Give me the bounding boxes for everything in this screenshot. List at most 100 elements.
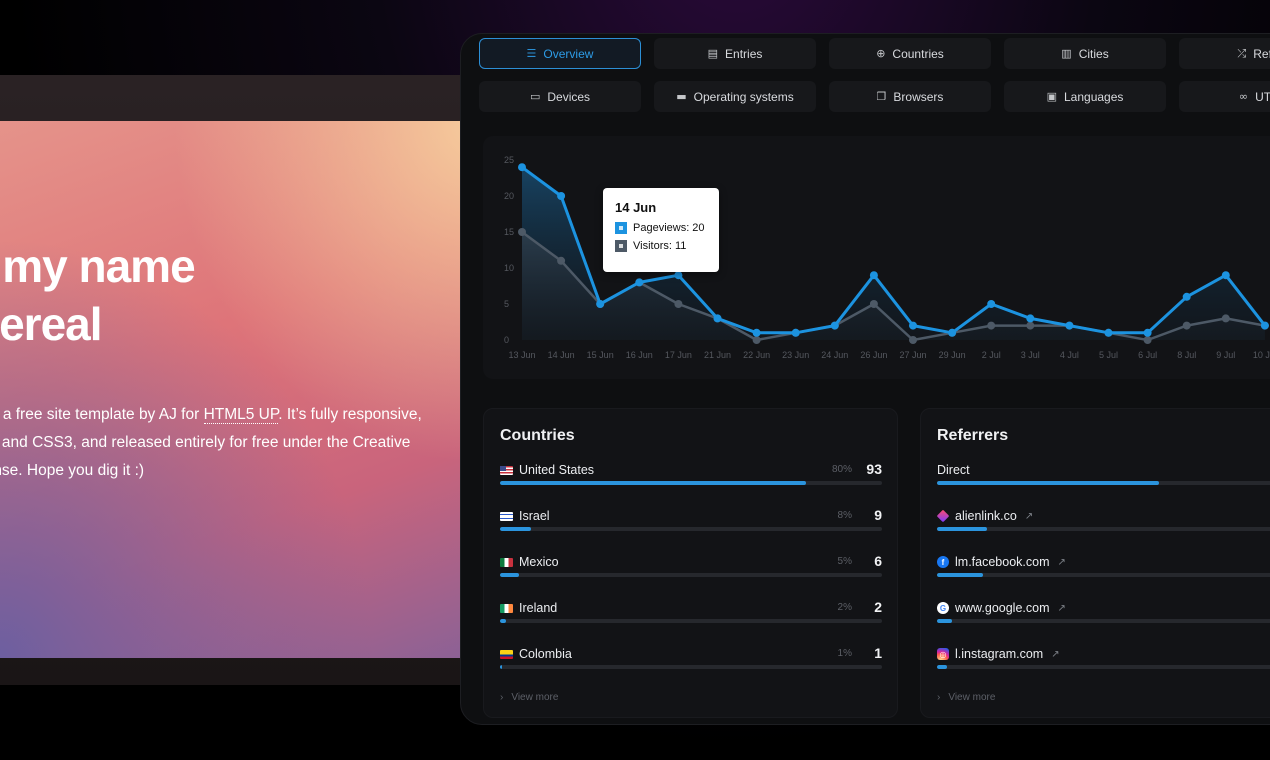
country-bar xyxy=(500,573,882,577)
referrer-name: l.instagram.com xyxy=(955,647,1044,661)
x-tick-label: 9 Jul xyxy=(1216,350,1235,360)
country-row[interactable]: Colombia 1% 1 xyxy=(500,645,882,683)
point-pageviews xyxy=(1143,328,1152,337)
countries-view-more[interactable]: › View more xyxy=(500,692,559,703)
pageviews-swatch xyxy=(615,222,627,234)
series-area-visitors xyxy=(522,232,1265,340)
point-pageviews xyxy=(752,328,761,337)
x-tick-label: 21 Jun xyxy=(704,350,731,360)
country-name: United States xyxy=(519,463,595,477)
country-name: Ireland xyxy=(519,601,558,615)
country-name: Israel xyxy=(519,509,550,523)
chevron-right-icon: › xyxy=(500,692,504,703)
tab-label: Operating systems xyxy=(693,89,794,104)
point-pageviews xyxy=(791,328,800,337)
x-tick-label: 2 Jul xyxy=(982,350,1001,360)
country-count: 6 xyxy=(874,553,882,569)
country-count: 93 xyxy=(866,461,882,477)
tab-browsers[interactable]: ❐ Browsers xyxy=(829,81,991,112)
country-row[interactable]: United States 80% 93 xyxy=(500,461,882,499)
tab-label: UTM xyxy=(1255,89,1270,104)
point-pageviews xyxy=(869,271,878,280)
point-pageviews xyxy=(1026,314,1035,323)
x-tick-label: 23 Jun xyxy=(782,350,809,360)
point-pageviews xyxy=(987,300,996,308)
referrer-row[interactable]: f lm.facebook.com ↗ xyxy=(937,555,1270,591)
html5up-link[interactable]: HTML5 UP xyxy=(203,406,279,424)
referrer-row[interactable]: Direct5 xyxy=(937,463,1270,499)
country-percent: 2% xyxy=(837,602,852,613)
point-visitors xyxy=(752,336,761,344)
tab-entries[interactable]: ▤ Entries xyxy=(654,38,816,69)
point-pageviews xyxy=(1065,321,1074,330)
referrer-name: lm.facebook.com xyxy=(955,555,1050,569)
tab-label: Overview xyxy=(543,46,594,61)
flag-mx-icon xyxy=(500,557,513,567)
point-pageviews xyxy=(948,328,957,337)
point-pageviews xyxy=(518,163,526,172)
point-visitors xyxy=(557,256,566,265)
analytics-dashboard: ☰ Overview ▤ Entries ⊕ Countries ▥ Cities ⤮ Refer… xyxy=(460,33,1270,725)
alienlink-icon xyxy=(936,509,950,523)
y-tick-label: 10 xyxy=(504,263,514,273)
x-tick-label: 29 Jun xyxy=(939,350,966,360)
point-pageviews xyxy=(1104,328,1113,337)
referrer-row[interactable]: ◎ l.instagram.com ↗ xyxy=(937,647,1270,683)
referrer-bar-fill xyxy=(937,527,987,531)
y-tick-label: 20 xyxy=(504,191,514,201)
tab-devices[interactable]: ▭ Devices xyxy=(479,81,641,112)
point-pageviews xyxy=(1221,271,1230,280)
x-tick-label: 14 Jun xyxy=(548,350,575,360)
tab-label: Countries xyxy=(892,46,944,61)
x-tick-label: 16 Jun xyxy=(626,350,653,360)
x-tick-label: 17 Jun xyxy=(665,350,692,360)
referrer-bar-fill xyxy=(937,481,1159,485)
tab-refer[interactable]: ⤮ Refer xyxy=(1179,38,1270,69)
country-bar-fill xyxy=(500,527,531,531)
tab-utm[interactable]: ∞ UTM xyxy=(1179,81,1270,112)
referrer-name: www.google.com xyxy=(955,601,1050,615)
x-tick-label: 15 Jun xyxy=(587,350,614,360)
tab-countries[interactable]: ⊕ Countries xyxy=(829,38,991,69)
globe-icon: ⊕ xyxy=(876,47,886,60)
referrer-row[interactable]: alienlink.co ↗ xyxy=(936,509,1270,545)
referrer-name: Direct xyxy=(937,463,970,477)
tab-label: Refer xyxy=(1253,46,1270,61)
referrer-bar xyxy=(937,665,1270,669)
country-bar-fill xyxy=(500,573,520,577)
tab-operating-systems[interactable]: ▬ Operating systems xyxy=(654,81,816,112)
tab-label: Languages xyxy=(1064,89,1124,104)
referrer-bar xyxy=(937,481,1270,485)
tab-languages[interactable]: ▣ Languages xyxy=(1004,81,1166,112)
point-visitors xyxy=(1182,321,1191,330)
referrer-bar xyxy=(937,527,1270,531)
external-link-icon[interactable]: ↗ xyxy=(1057,556,1066,568)
x-tick-label: 24 Jun xyxy=(821,350,848,360)
country-row[interactable]: Israel 8% 9 xyxy=(500,507,882,545)
hero-description: ereal, a free site template by AJ for HT… xyxy=(0,406,422,479)
external-link-icon[interactable]: ↗ xyxy=(1024,510,1034,522)
countries-panel: Countries United States 80% 93 Israel 8% 9 Mex… xyxy=(483,408,898,718)
referrers-view-more[interactable]: › View more xyxy=(937,692,996,703)
x-tick-label: 8 Jul xyxy=(1177,350,1196,360)
external-link-icon[interactable]: ↗ xyxy=(1051,648,1060,660)
tab-overview[interactable]: ☰ Overview xyxy=(479,38,641,69)
external-link-icon[interactable]: ↗ xyxy=(1057,602,1066,614)
country-count: 9 xyxy=(874,507,882,523)
tab-cities[interactable]: ▥ Cities xyxy=(1004,38,1166,69)
chart-tooltip: 14 Jun Pageviews: 20 Visitors: 11 xyxy=(603,188,719,272)
country-count: 1 xyxy=(874,645,882,661)
hero-title: llo, my name Ethereal xyxy=(0,240,196,350)
country-percent: 8% xyxy=(837,510,852,521)
country-name: Mexico xyxy=(519,555,559,569)
country-row[interactable]: Ireland 2% 2 xyxy=(500,599,882,637)
instagram-icon: ◎ xyxy=(937,648,949,660)
point-visitors xyxy=(987,321,996,330)
tab-label: Cities xyxy=(1078,46,1109,61)
country-name: Colombia xyxy=(519,647,572,661)
country-row[interactable]: Mexico 5% 6 xyxy=(500,553,882,591)
point-pageviews xyxy=(1260,321,1269,330)
countries-title: Countries xyxy=(500,427,575,444)
flag-co-icon xyxy=(500,649,513,659)
